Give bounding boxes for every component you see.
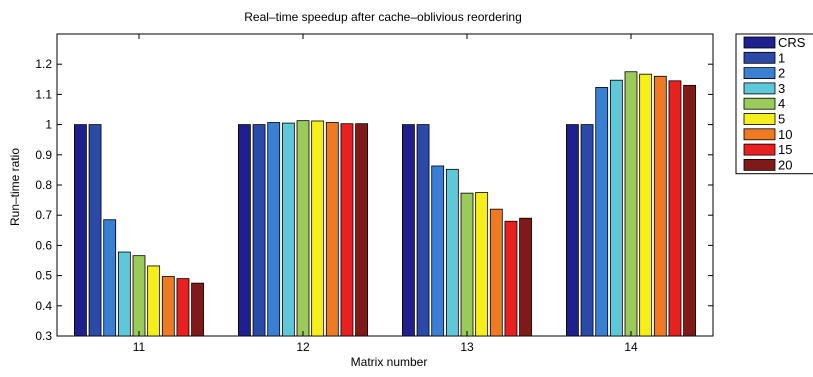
legend-label: 4	[778, 96, 785, 111]
bar-12-4	[296, 120, 310, 337]
bar-13-20	[519, 217, 532, 337]
legend-swatch-10	[743, 128, 776, 141]
bar-13-4	[460, 192, 474, 337]
legend-swatch-15	[743, 143, 776, 156]
bar-14-10	[653, 75, 667, 337]
bar-13-15	[504, 220, 518, 337]
y-tick-label: 1.2	[35, 57, 52, 71]
bar-11-1	[88, 124, 102, 337]
y-tick-label: 0.7	[35, 208, 52, 222]
legend-label: 15	[778, 142, 792, 157]
legend-swatch-CRS	[743, 36, 776, 49]
bar-14-15	[668, 80, 682, 337]
bar-14-5	[639, 73, 653, 337]
x-tick-label: 13	[460, 340, 474, 354]
plot-area: 0.3 0.4 0.5 0.6 0.7 0.8 0.9 1 1.1 1.2 11 12 13 14	[35, 33, 714, 354]
y-tick-label: 0.3	[35, 329, 52, 343]
y-tick-label: 0.9	[35, 148, 52, 162]
bar-12-20	[355, 123, 369, 337]
x-tick-label: 14	[624, 340, 638, 354]
bar-12-1	[252, 124, 266, 337]
x-axis-label: Matrix number	[351, 355, 428, 369]
legend-label: 5	[778, 112, 785, 127]
chart-title: Real–time speedup after cache–oblivious …	[244, 10, 522, 24]
bar-12-5	[311, 120, 325, 337]
y-tick-label: 0.6	[35, 238, 52, 252]
bar-12-3	[281, 122, 295, 337]
bar-12-2	[267, 122, 281, 337]
x-tick-label: 11	[133, 340, 146, 354]
legend-label: 1	[778, 50, 785, 65]
legend-label: CRS	[778, 35, 806, 50]
bar-13-CRS	[401, 124, 415, 337]
bar-11-5	[147, 265, 161, 337]
bar-11-10	[161, 276, 175, 337]
legend-label: 20	[778, 157, 792, 172]
bar-14-1	[580, 124, 594, 337]
bar-11-4	[132, 255, 146, 337]
bar-11-3	[117, 251, 131, 337]
bar-14-3	[609, 79, 623, 337]
legend-label: 10	[778, 127, 792, 142]
bar-11-15	[176, 278, 190, 337]
y-axis-label: Run–time ratio	[8, 148, 22, 226]
y-tick-label: 0.8	[35, 178, 52, 192]
legend-label: 2	[778, 66, 785, 81]
legend-swatch-2	[743, 67, 776, 79]
bar-13-2	[431, 165, 445, 337]
legend-swatch-1	[743, 51, 776, 64]
bar-13-10	[489, 208, 503, 337]
legend-swatch-5	[743, 113, 776, 125]
bar-14-2	[595, 87, 609, 337]
bar-12-10	[325, 122, 339, 337]
bar-14-4	[624, 71, 638, 337]
bar-12-CRS	[237, 124, 251, 337]
y-tick-label: 1	[45, 118, 52, 132]
legend-label: 3	[778, 81, 785, 96]
bar-12-15	[340, 123, 354, 337]
y-tick-label: 0.4	[35, 299, 52, 313]
bar-14-CRS	[566, 124, 579, 337]
y-tick-label: 1.1	[35, 87, 52, 101]
bar-11-20	[191, 282, 205, 337]
legend-swatch-3	[743, 82, 776, 95]
bar-11-CRS	[74, 124, 87, 337]
bar-11-2	[103, 219, 117, 337]
bar-13-1	[416, 124, 430, 337]
bar-13-5	[475, 192, 489, 337]
legend-swatch-4	[743, 97, 776, 110]
bar-14-20	[683, 84, 696, 337]
x-tick-label: 12	[296, 340, 310, 354]
y-tick-label: 0.5	[35, 269, 52, 283]
legend-swatch-20	[743, 158, 776, 171]
bar-13-3	[445, 168, 459, 337]
